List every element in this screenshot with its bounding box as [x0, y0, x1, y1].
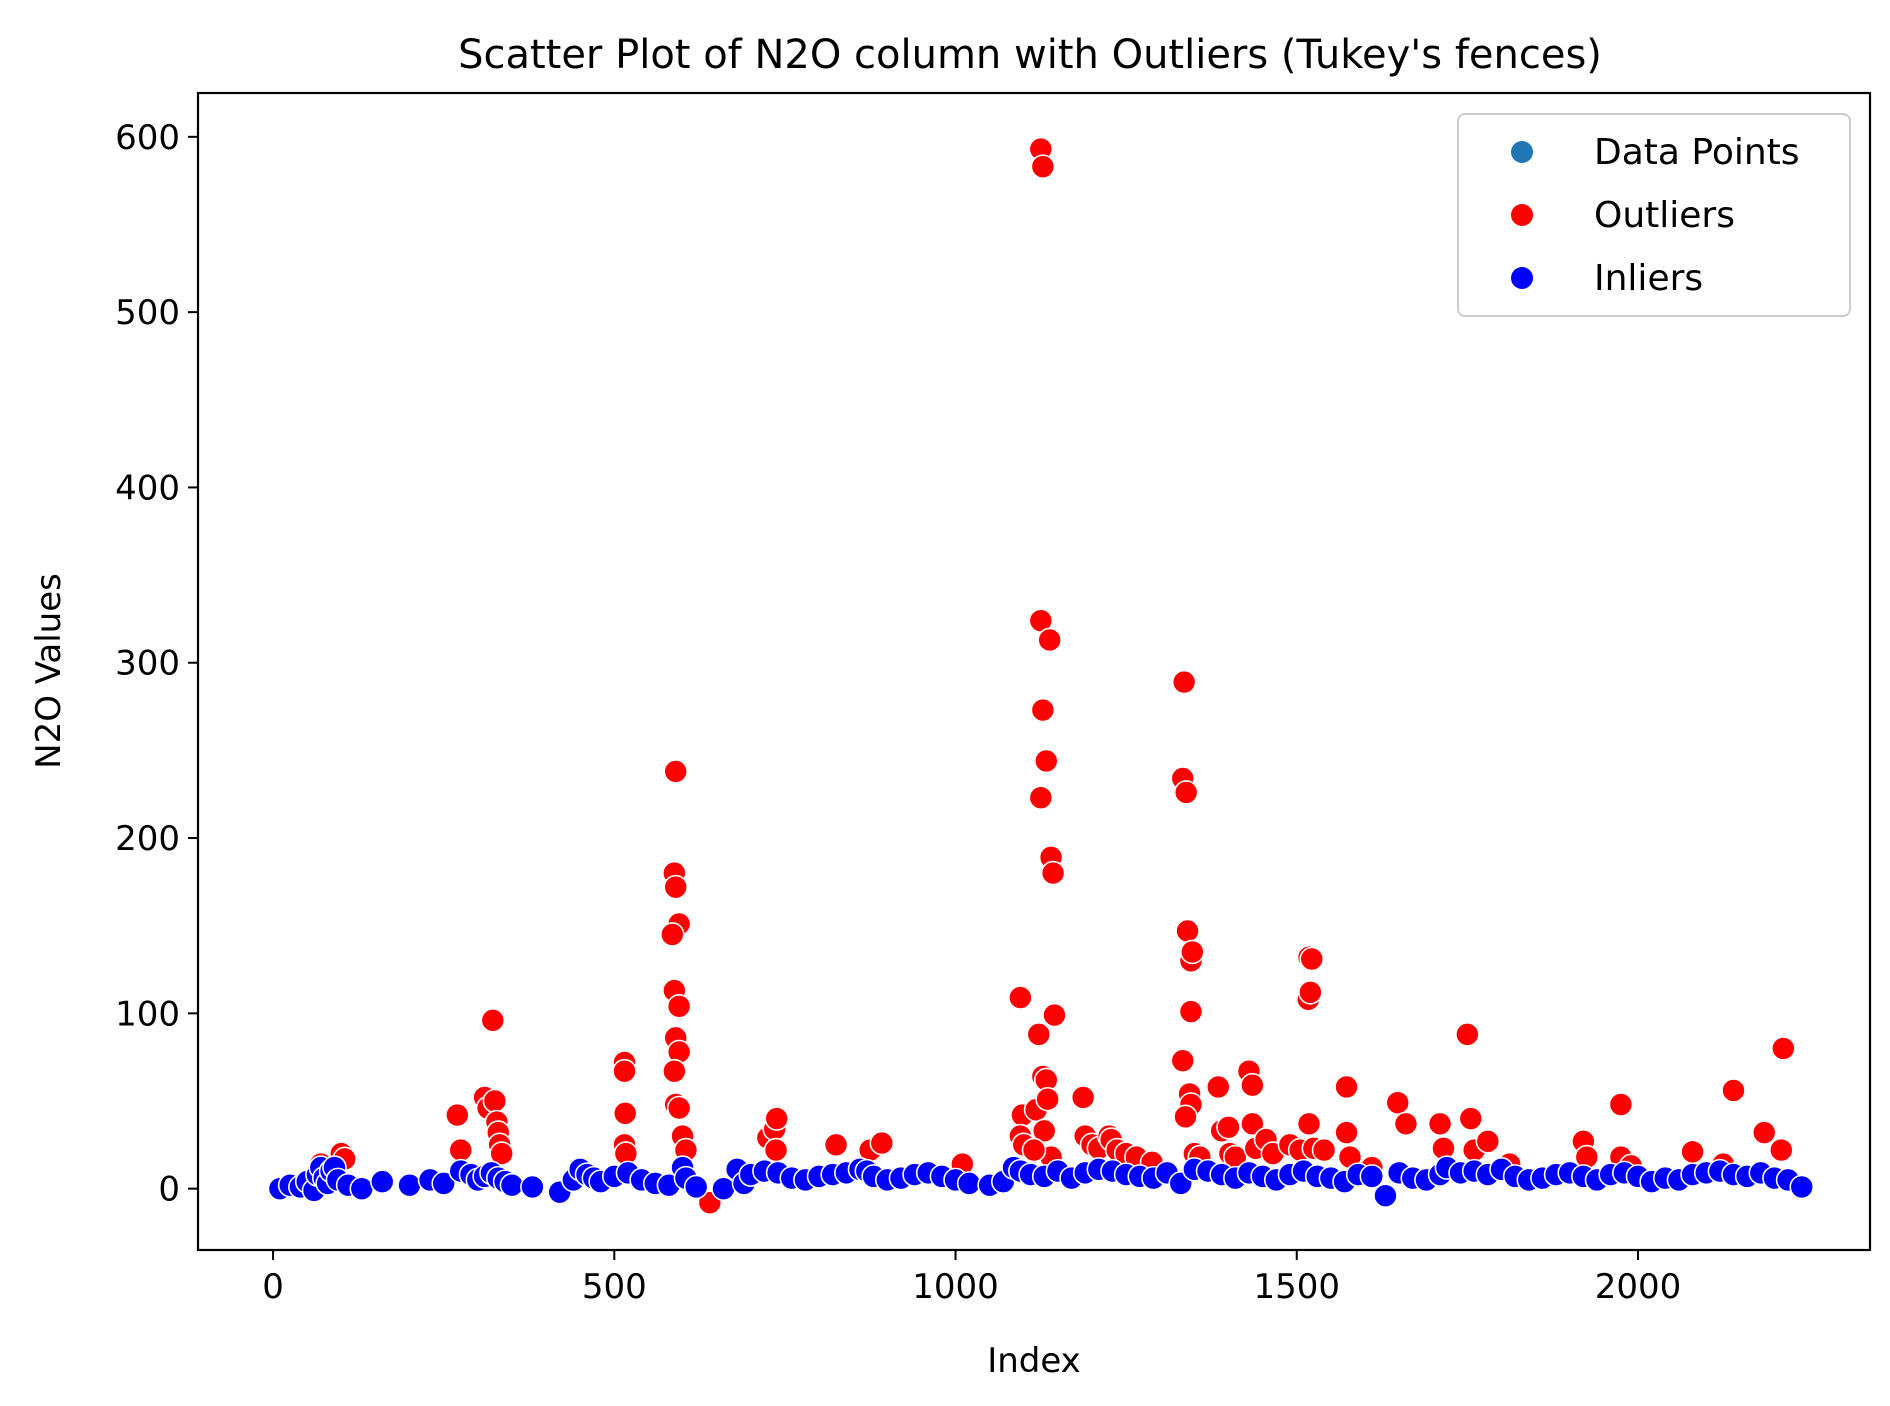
point-outliers: [1033, 748, 1059, 774]
point-outliers: [1458, 1106, 1484, 1131]
point-outliers: [823, 1132, 849, 1158]
point-outliers: [1030, 154, 1056, 179]
point-outliers: [1334, 1120, 1359, 1145]
point-outliers: [612, 1058, 637, 1084]
legend-label-data-points: Data Points: [1594, 132, 1800, 173]
point-inliers: [711, 1176, 736, 1201]
point-outliers: [1035, 1086, 1060, 1112]
legend-marker-data-points: [1511, 141, 1533, 163]
point-outliers: [763, 1137, 789, 1163]
point-inliers: [1359, 1164, 1385, 1189]
y-axis: 0 100 200 300 400 500 600: [115, 118, 198, 1210]
point-outliers: [1427, 1111, 1453, 1137]
point-outliers: [1180, 939, 1205, 965]
point-outliers: [1721, 1078, 1746, 1103]
point-outliers: [1311, 1137, 1337, 1163]
point-outliers: [1037, 627, 1062, 653]
y-tick-label: 600: [115, 118, 180, 158]
point-outliers: [663, 874, 689, 900]
point-outliers: [1021, 1137, 1047, 1163]
point-outliers: [612, 1100, 638, 1126]
point-outliers: [660, 922, 685, 947]
x-axis: 0 500 1000 1500 2000: [262, 1250, 1681, 1307]
point-outliers: [1173, 780, 1199, 805]
point-outliers: [1240, 1111, 1265, 1137]
legend-marker-inliers: [1511, 267, 1533, 289]
point-outliers: [1170, 1048, 1196, 1073]
plot-area: [267, 136, 1815, 1215]
x-tick-label: 2000: [1595, 1267, 1682, 1307]
point-outliers: [1475, 1129, 1501, 1154]
x-tick-label: 500: [582, 1267, 647, 1307]
point-inliers: [1373, 1183, 1398, 1208]
legend-label-outliers: Outliers: [1594, 195, 1735, 236]
point-outliers: [666, 994, 692, 1019]
point-outliers: [662, 1058, 687, 1084]
point-outliers: [480, 1008, 506, 1033]
point-outliers: [1393, 1111, 1419, 1137]
legend-marker-outliers: [1511, 204, 1533, 226]
point-outliers: [1768, 1137, 1794, 1163]
y-tick-label: 200: [115, 819, 180, 859]
point-outliers: [1030, 697, 1056, 723]
x-tick-label: 1500: [1253, 1267, 1340, 1307]
chart-title: Scatter Plot of N2O column with Outliers…: [458, 32, 1602, 78]
point-inliers: [369, 1169, 395, 1194]
point-outliers: [448, 1137, 474, 1163]
legend-box: [1457, 113, 1851, 317]
point-outliers: [1299, 946, 1325, 972]
point-outliers: [869, 1130, 895, 1156]
point-outliers: [1031, 1118, 1057, 1144]
point-outliers: [1216, 1114, 1241, 1140]
axes-frame: [196, 91, 1872, 1252]
point-outliers: [764, 1106, 790, 1131]
y-tick-label: 0: [158, 1170, 180, 1210]
y-axis-title: N2O Values: [29, 573, 69, 769]
point-outliers: [1240, 1072, 1265, 1098]
point-outliers: [1385, 1090, 1411, 1116]
point-outliers: [489, 1141, 514, 1166]
point-outliers: [1608, 1092, 1634, 1117]
point-outliers: [1070, 1085, 1096, 1110]
x-tick-label: 1000: [912, 1267, 999, 1307]
y-tick-label: 400: [115, 468, 180, 508]
x-tick-label: 0: [262, 1267, 284, 1307]
point-outliers: [1175, 918, 1200, 944]
x-axis-title: Index: [987, 1341, 1081, 1381]
point-outliers: [1455, 1022, 1480, 1047]
point-inliers: [349, 1176, 375, 1201]
point-outliers: [1173, 1104, 1198, 1130]
point-outliers: [1171, 669, 1197, 695]
point-outliers: [1298, 980, 1323, 1005]
point-outliers: [1026, 1022, 1052, 1047]
point-outliers: [1751, 1120, 1777, 1145]
point-inliers: [683, 1174, 709, 1200]
point-outliers: [1771, 1036, 1796, 1061]
point-outliers: [1680, 1139, 1705, 1165]
point-outliers: [666, 1095, 692, 1121]
y-tick-label: 100: [115, 994, 180, 1034]
point-outliers: [1042, 1002, 1067, 1028]
point-outliers: [445, 1102, 470, 1128]
point-inliers: [520, 1174, 545, 1200]
y-tick-label: 300: [115, 644, 180, 684]
legend-label-inliers: Inliers: [1594, 258, 1703, 299]
point-inliers: [1789, 1174, 1815, 1200]
point-inliers: [431, 1171, 456, 1196]
point-outliers: [1178, 999, 1204, 1024]
point-outliers: [663, 759, 689, 784]
point-outliers: [1296, 1111, 1322, 1137]
point-outliers: [1334, 1074, 1359, 1100]
point-outliers: [1040, 860, 1066, 886]
legend: Data Points Outliers Inliers: [1457, 113, 1851, 317]
point-inliers: [397, 1172, 422, 1198]
point-inliers: [956, 1171, 982, 1196]
y-tick-label: 500: [115, 293, 180, 333]
point-inliers: [499, 1172, 525, 1198]
point-outliers: [1205, 1074, 1231, 1100]
point-outliers: [1028, 785, 1054, 811]
point-outliers: [482, 1088, 508, 1114]
point-outliers: [1008, 985, 1033, 1010]
